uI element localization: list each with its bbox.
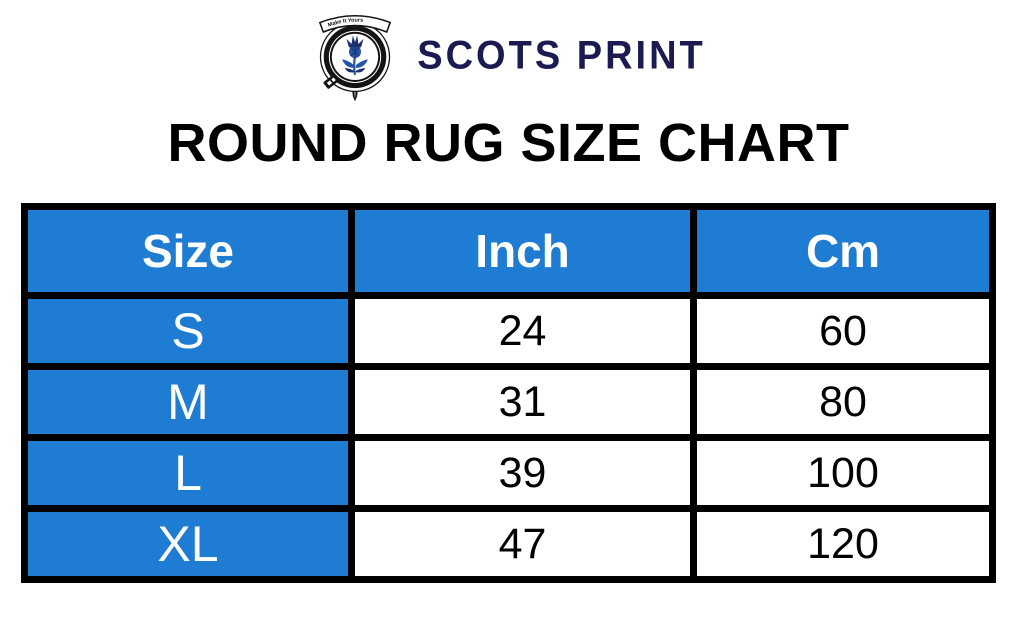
cm-value: 120 bbox=[690, 505, 996, 584]
column-header-inch: Inch bbox=[348, 203, 697, 300]
table-row-xl: XL 47 120 bbox=[21, 505, 996, 584]
inch-value: 47 bbox=[348, 505, 697, 584]
table-row-m: M 31 80 bbox=[21, 363, 996, 442]
inch-value: 31 bbox=[348, 363, 697, 442]
crest-banner: Make It Yours bbox=[319, 15, 392, 34]
size-value: L bbox=[21, 434, 355, 513]
cm-value: 100 bbox=[690, 434, 996, 513]
scots-print-crest-icon: Make It Yours bbox=[319, 15, 392, 102]
logo-header: Make It Yours SCOTS PRINT bbox=[0, 0, 1017, 104]
cm-value: 60 bbox=[690, 292, 996, 371]
size-value: M bbox=[21, 363, 355, 442]
inch-value: 39 bbox=[348, 434, 697, 513]
banner-text: Make It Yours bbox=[328, 18, 364, 29]
column-header-cm: Cm bbox=[690, 203, 996, 300]
inch-value: 24 bbox=[348, 292, 697, 371]
size-chart-table: Size Inch Cm S 24 60 M 31 80 L 39 100 XL… bbox=[21, 203, 996, 584]
table-row-l: L 39 100 bbox=[21, 434, 996, 513]
cm-value: 80 bbox=[690, 363, 996, 442]
header-row: Size Inch Cm bbox=[21, 203, 996, 300]
size-value: S bbox=[21, 292, 355, 371]
brand-text: SCOTS PRINT bbox=[417, 33, 706, 78]
column-header-size: Size bbox=[21, 203, 355, 300]
table-row-s: S 24 60 bbox=[21, 292, 996, 371]
page-title: ROUND RUG SIZE CHART bbox=[167, 113, 850, 173]
size-value: XL bbox=[21, 505, 355, 584]
belt-buckle bbox=[323, 74, 340, 89]
thistle-icon bbox=[342, 35, 369, 76]
